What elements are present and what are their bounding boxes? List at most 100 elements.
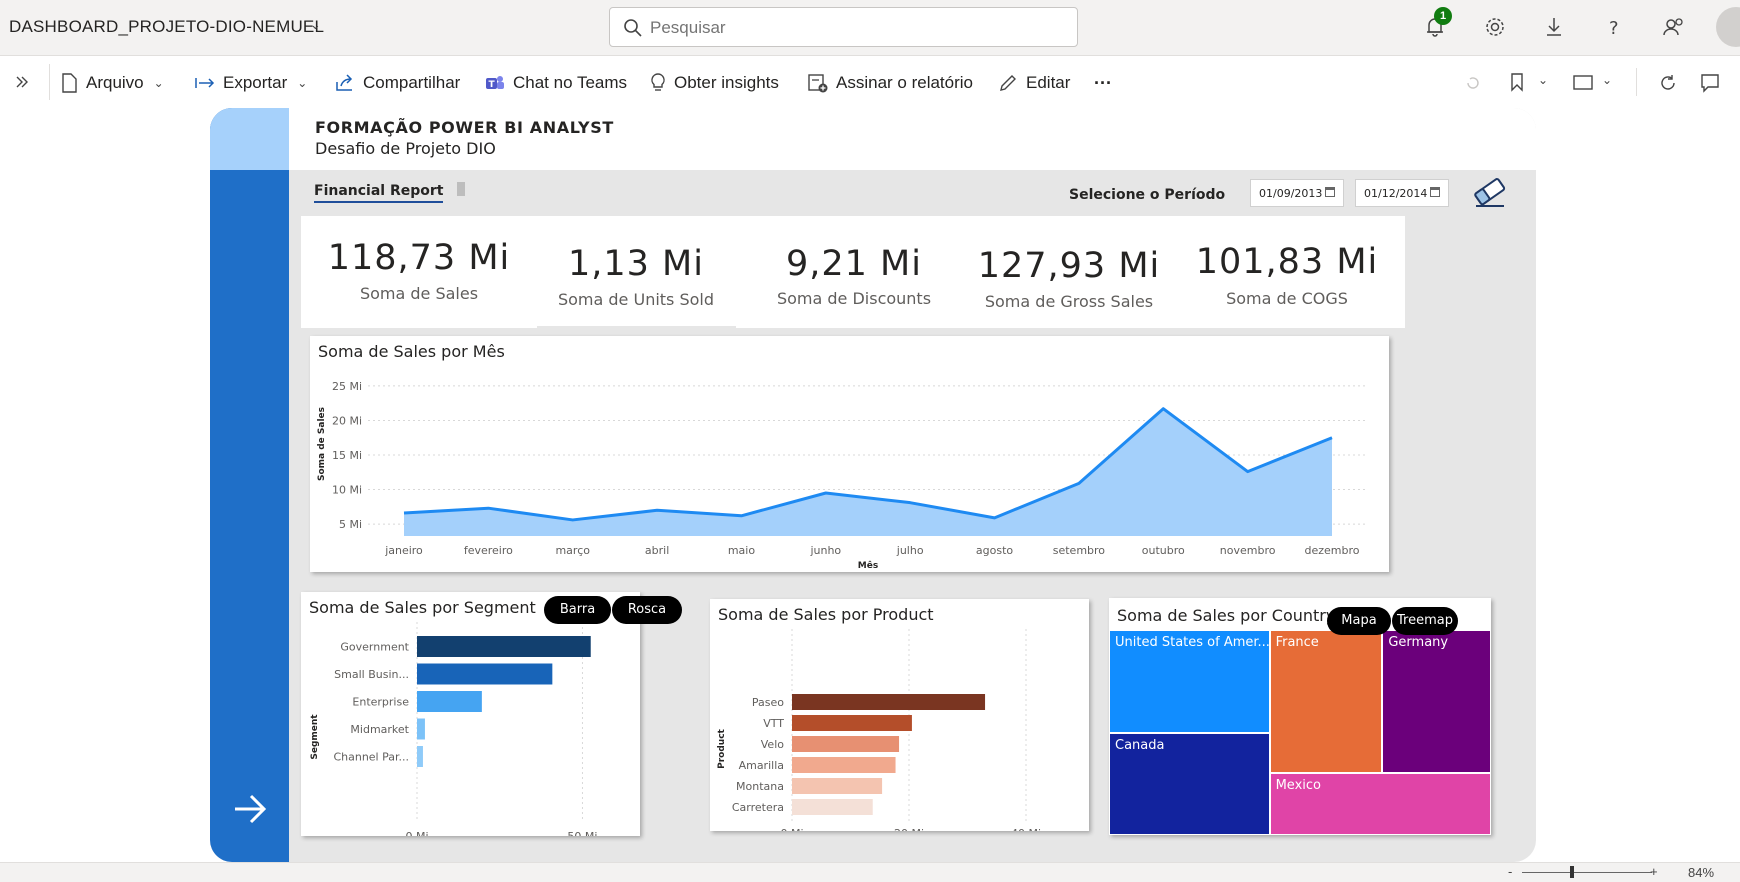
y-tick-label: 20 Mi (332, 414, 362, 427)
zoom-slider-thumb[interactable] (1570, 866, 1574, 878)
treemap-cell-label: Mexico (1275, 777, 1321, 793)
report-toolbar: Arquivo ⌄ Exportar ⌄ Compartilhar T Chat n… (0, 56, 1740, 108)
arrow-right-icon[interactable] (232, 793, 268, 825)
bar (417, 636, 591, 657)
refresh-icon[interactable] (1659, 74, 1677, 92)
category-label: Channel Par... (333, 751, 409, 764)
search-box[interactable] (609, 7, 1078, 47)
share-icon (336, 74, 353, 91)
download-icon[interactable] (1541, 14, 1567, 40)
eraser-icon[interactable] (1472, 175, 1508, 209)
segment-bar-plot: 0 Mi 50 Mi Government Small Busin... Enterpr… (310, 622, 597, 836)
bar (417, 746, 423, 767)
country-treemap: United States of Amer... Canada France Germ… (1109, 630, 1491, 835)
y-axis-title: Soma de Sales (317, 407, 327, 481)
category-label: Paseo (752, 696, 784, 709)
treemap-cell-label: Canada (1115, 737, 1165, 753)
report-subtitle: Desafio de Projeto DIO (315, 139, 496, 158)
share-button[interactable]: Compartilhar (335, 70, 460, 96)
x-tick-label: abril (645, 544, 669, 557)
x-tick-label: 20 Mi (894, 827, 924, 831)
report-name[interactable]: DASHBOARD_PROJETO-DIO-NEMUEL (9, 17, 325, 36)
sales-line (403, 407, 1333, 522)
x-tick-label: setembro (1053, 544, 1106, 557)
x-tick-label: julho (896, 544, 924, 557)
y-tick-label: 5 Mi (339, 518, 362, 531)
treemap-cell[interactable]: Mexico (1269, 772, 1491, 835)
zoom-in-button[interactable]: + (1650, 864, 1658, 879)
settings-gear-icon[interactable] (1482, 14, 1508, 40)
svg-text:T: T (489, 80, 496, 90)
y-axis-title: Segment (310, 714, 320, 760)
reset-icon[interactable] (1465, 75, 1481, 91)
date-end-input[interactable]: 01/12/2014 (1355, 179, 1449, 207)
teams-chat-button[interactable]: T Chat no Teams (485, 70, 627, 96)
export-menu-button[interactable]: Exportar ⌄ (195, 70, 307, 96)
x-tick-label: maio (728, 544, 756, 557)
export-icon (195, 78, 215, 88)
y-tick-label: 10 Mi (332, 484, 362, 497)
treemap-cell-label: France (1275, 635, 1319, 650)
chevron-down-icon: ⌄ (297, 76, 308, 90)
zoom-out-button[interactable]: - (1508, 864, 1513, 879)
subscribe-button[interactable]: Assinar o relatório (808, 70, 973, 96)
sales-by-product-chart[interactable]: Soma de Sales por Product 0 Mi 20 Mi 40 Mi… (710, 599, 1089, 831)
more-options-button[interactable]: ··· (1094, 72, 1112, 93)
sales-by-segment-chart[interactable]: Soma de Sales por Segment 0 Mi 50 Mi Gover… (301, 592, 682, 836)
feedback-people-icon[interactable] (1661, 14, 1687, 40)
category-label: Amarilla (739, 759, 784, 772)
treemap-cell-label: Germany (1388, 635, 1449, 650)
bar (792, 799, 873, 815)
x-tick-label: março (555, 544, 590, 557)
view-icon[interactable] (1573, 75, 1593, 90)
date-start-input[interactable]: 01/09/2013 (1250, 179, 1344, 207)
y-axis-title: Product (717, 728, 727, 768)
treemap-cell[interactable]: United States of Amer... (1109, 630, 1270, 733)
expand-nav-icon[interactable] (14, 74, 30, 90)
x-tick-label: janeiro (384, 544, 423, 557)
tab-financial-report[interactable]: Financial Report (314, 183, 444, 203)
subscribe-icon (808, 74, 828, 93)
product-bar-plot: 0 Mi 20 Mi 40 Mi Paseo VTT Velo Amarilla Montan… (717, 629, 1041, 831)
file-icon (62, 73, 77, 93)
chart-title: Soma de Sales por Country (1117, 606, 1336, 625)
export-menu-label: Exportar (223, 73, 288, 92)
y-tick-label: 15 Mi (332, 449, 362, 462)
bookmark-chevron-icon[interactable]: ⌄ (1538, 73, 1549, 87)
bar (417, 663, 553, 685)
treemap-button[interactable]: Treemap (1392, 607, 1458, 635)
status-bar: - + 84% (0, 862, 1740, 882)
edit-button[interactable]: Editar (998, 70, 1070, 96)
avatar[interactable] (1716, 7, 1740, 47)
insights-label: Obter insights (674, 73, 779, 92)
bar (417, 718, 425, 740)
report-name-chevron-icon[interactable]: ⌄ (310, 17, 321, 32)
sales-by-month-chart[interactable]: Soma de Sales por Mês 5 Mi 10 Mi 15 Mi 20 M… (310, 336, 1389, 572)
barra-button[interactable]: Barra (544, 596, 611, 624)
bookmark-icon[interactable] (1509, 72, 1525, 92)
search-input[interactable] (650, 16, 1050, 40)
treemap-cell[interactable]: France (1269, 630, 1383, 773)
kpi-value: 101,83 Mi (1195, 242, 1379, 282)
help-icon[interactable]: ? (1601, 14, 1627, 40)
rosca-button[interactable]: Rosca (612, 596, 682, 624)
lightbulb-icon (651, 73, 665, 91)
app-header: DASHBOARD_PROJETO-DIO-NEMUEL ⌄ 1 ? (0, 0, 1740, 56)
mapa-button[interactable]: Mapa (1327, 607, 1391, 635)
file-menu-button[interactable]: Arquivo ⌄ (60, 70, 164, 96)
treemap-cell[interactable]: Germany (1382, 630, 1491, 773)
date-end-value: 01/12/2014 (1364, 187, 1428, 200)
view-chevron-icon[interactable]: ⌄ (1602, 73, 1613, 87)
chevron-down-icon: ⌄ (153, 76, 164, 90)
notification-count-badge: 1 (1434, 7, 1452, 25)
calendar-icon (1430, 187, 1440, 197)
insights-button[interactable]: Obter insights (650, 70, 779, 96)
category-label: Government (340, 641, 409, 654)
treemap-cell[interactable]: Canada (1109, 732, 1270, 835)
report-header (289, 108, 1536, 170)
x-tick-label: fevereiro (464, 544, 513, 557)
sales-by-country-chart[interactable]: Soma de Sales por Country United States … (1109, 598, 1491, 835)
kpi-value: 127,93 Mi (977, 246, 1161, 286)
comment-icon[interactable] (1700, 73, 1720, 93)
zoom-slider[interactable] (1522, 872, 1652, 873)
